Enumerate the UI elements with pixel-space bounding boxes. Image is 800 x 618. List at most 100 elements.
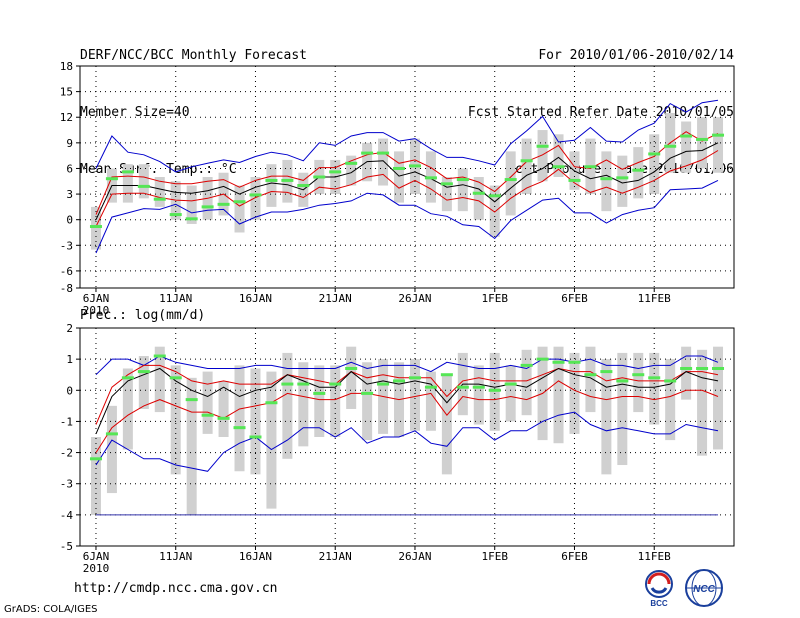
median-mark — [408, 376, 421, 380]
institution-logos: BCC NCC — [645, 569, 723, 608]
spread-box-t-day-11 — [250, 177, 261, 220]
spread-box-t-day-34 — [617, 155, 628, 207]
y-tick-label: -1 — [60, 415, 73, 428]
spread-box-p-day-12 — [266, 371, 277, 509]
median-mark — [552, 165, 565, 169]
spread-box-p-day-3 — [122, 368, 133, 450]
spread-box-t-day-3 — [122, 164, 133, 203]
median-mark — [584, 165, 597, 169]
plot-frame — [79, 327, 735, 547]
median-mark — [712, 366, 725, 370]
x-tick-label: 1FEB — [481, 550, 508, 563]
spread-box-p-day-6 — [170, 365, 181, 475]
median-mark — [121, 376, 134, 380]
y-tick-label: 12 — [60, 111, 73, 124]
spread-box-p-day-30 — [553, 346, 564, 444]
spread-box-t-day-4 — [138, 164, 149, 199]
spread-box-p-day-16 — [330, 365, 341, 437]
median-mark — [233, 426, 246, 430]
x-tick-label: 6JAN — [83, 550, 110, 563]
median-mark — [217, 416, 230, 420]
y-tick-label: -5 — [60, 540, 73, 553]
spread-box-t-day-24 — [457, 168, 468, 212]
median-mark — [680, 366, 693, 370]
spread-box-p-day-7 — [186, 377, 197, 515]
median-mark — [89, 225, 102, 229]
spread-box-p-day-25 — [473, 365, 484, 425]
lower-line — [95, 380, 719, 453]
spread-box-p-day-15 — [314, 365, 325, 437]
median-mark — [680, 134, 693, 138]
y-tick-label: 6 — [66, 162, 73, 175]
median-mark — [536, 144, 549, 148]
spread-box-t-day-12 — [266, 164, 277, 207]
x-tick-label: 26JAN — [398, 292, 431, 305]
median-mark — [616, 176, 629, 180]
spread-box-t-day-30 — [553, 134, 564, 177]
median-mark — [297, 382, 310, 386]
y-tick-label: 0 — [66, 214, 73, 227]
median-mark — [424, 176, 437, 180]
x-tick-label: 26JAN — [398, 550, 431, 563]
upper-line — [95, 364, 719, 425]
x-tick-label: 6FEB — [561, 550, 588, 563]
upper-line — [95, 131, 719, 215]
spread-box-p-day-2 — [106, 405, 117, 494]
median-mark — [696, 366, 709, 370]
spread-box-p-day-9 — [218, 380, 229, 437]
spread-box-t-day-10 — [234, 185, 245, 233]
spread-box-t-day-27 — [505, 151, 516, 216]
y-tick-label: 0 — [66, 384, 73, 397]
bcc-logo: BCC — [645, 570, 673, 608]
median-mark — [424, 385, 437, 389]
min-line — [95, 179, 719, 254]
y-tick-label: -4 — [60, 509, 74, 522]
median-mark — [456, 385, 469, 389]
median-mark — [361, 391, 374, 395]
spread-box-p-day-13 — [282, 352, 293, 459]
median-mark — [520, 159, 533, 163]
median-mark — [281, 382, 294, 386]
max-line — [95, 99, 719, 173]
spread-box-p-day-27 — [505, 365, 516, 422]
median-mark — [345, 161, 358, 165]
median-mark — [632, 168, 645, 172]
y-tick-label: 3 — [66, 188, 73, 201]
median-mark — [345, 366, 358, 370]
y-tick-label: 15 — [60, 86, 73, 99]
x-tick-label: 11JAN — [159, 292, 192, 305]
year-label: 2010 — [83, 304, 110, 317]
median-mark — [377, 151, 390, 155]
y-tick-label: 2 — [66, 322, 73, 335]
svg-text:BCC: BCC — [650, 599, 668, 608]
median-mark — [329, 170, 342, 174]
x-tick-label: 11JAN — [159, 550, 192, 563]
median-mark — [329, 382, 342, 386]
spread-box-t-day-7 — [186, 185, 197, 224]
y-tick-label: 1 — [66, 353, 73, 366]
median-mark — [472, 385, 485, 389]
median-mark — [121, 170, 134, 174]
x-tick-label: 1FEB — [481, 292, 508, 305]
forecast-period: For 2010/01/06-2010/02/14 — [538, 48, 734, 63]
spread-box-t-day-39 — [697, 117, 708, 169]
median-mark — [600, 177, 613, 181]
spread-box-t-day-33 — [601, 151, 612, 212]
source-url[interactable]: http://cmdp.ncc.cma.gov.cn — [74, 581, 278, 596]
median-mark — [153, 197, 166, 201]
y-tick-label: -8 — [60, 282, 73, 295]
spread-box-p-day-14 — [298, 362, 309, 447]
median-mark — [281, 178, 294, 182]
spread-box-p-day-34 — [617, 352, 628, 466]
x-tick-label: 16JAN — [239, 550, 272, 563]
median-mark — [105, 177, 118, 181]
spread-box-t-day-20 — [394, 151, 405, 203]
max-line — [95, 355, 719, 376]
x-tick-label: 6FEB — [561, 292, 588, 305]
spread-box-p-day-21 — [409, 359, 420, 431]
forecast-title: DERF/NCC/BCC Monthly Forecast — [80, 48, 307, 63]
spread-box-p-day-23 — [441, 374, 452, 475]
median-mark — [217, 202, 230, 206]
median-mark — [233, 200, 246, 204]
x-tick-label: 6JAN — [83, 292, 110, 305]
